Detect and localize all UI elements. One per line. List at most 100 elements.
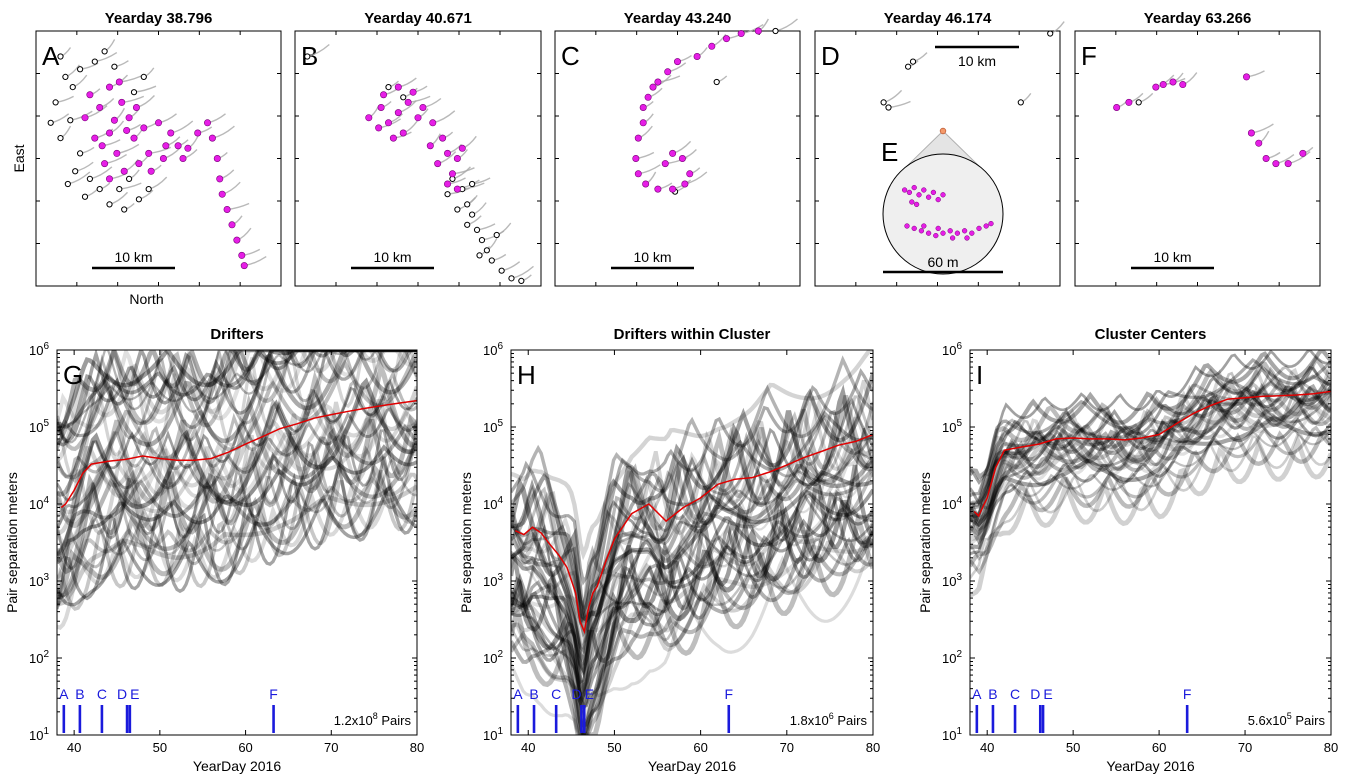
drifter-point-filled — [184, 144, 192, 152]
pair-separation-track — [970, 405, 1331, 546]
y-tick-label: 106 — [29, 341, 49, 358]
y-tick-label: 105 — [942, 418, 962, 435]
inset-drifter-point — [904, 223, 910, 229]
inset-drifter-point — [988, 220, 994, 227]
inset-drifter-point — [976, 225, 982, 232]
plot-frame — [969, 349, 1332, 736]
drifter-point-filled — [162, 142, 170, 150]
drifter-point-filled — [634, 134, 642, 142]
panel-letter: H — [517, 360, 536, 390]
drifter-point-filled — [240, 262, 248, 270]
y-tick-exponent: 1 — [956, 726, 962, 737]
drifter-point-filled — [639, 104, 647, 112]
drifter-point-filled — [399, 129, 407, 137]
pair-separation-track — [511, 448, 873, 667]
pair-separation-track — [970, 393, 1331, 542]
inset-drifter-point — [940, 230, 946, 236]
pair-separation-track — [57, 395, 417, 514]
median-separation-line — [514, 433, 873, 635]
pair-separation-track — [511, 470, 873, 676]
y-tick-label: 103 — [29, 572, 49, 589]
pair-separation-track — [511, 414, 873, 638]
pair-count-note: 1.8x106 Pairs — [790, 711, 868, 728]
pair-separation-track — [970, 407, 1331, 545]
drifter-point-filled — [174, 142, 182, 150]
pair-separation-track — [970, 430, 1331, 568]
map-panel-d: Yearday 46.174 D 10 km E 60 m — [814, 10, 1065, 287]
pair-separation-track — [970, 386, 1331, 528]
inset-drifter-point — [969, 230, 975, 236]
panel-frame — [35, 30, 282, 287]
drifter-point-filled — [213, 155, 221, 163]
yearday-marker-label: A — [59, 686, 69, 702]
y-tick-exponent: 3 — [956, 572, 962, 583]
y-tick-base: 10 — [29, 574, 43, 589]
y-tick-label: 104 — [942, 495, 962, 512]
y-tick-exponent: 1 — [497, 726, 503, 737]
drifter-point-open — [488, 257, 495, 264]
y-tick-label: 103 — [942, 572, 962, 589]
drifter-point-open — [130, 89, 138, 96]
y-tick-label: 101 — [483, 726, 503, 743]
drifter-point-filled — [661, 160, 669, 168]
y-tick-exponent: 1 — [43, 726, 49, 737]
drifter-point-filled — [681, 180, 689, 188]
x-tick-label: 70 — [324, 740, 338, 755]
density-heatmap — [970, 350, 1331, 598]
pair-separation-track — [511, 496, 873, 705]
plot-background — [57, 350, 417, 735]
inset-drifter-point — [983, 223, 989, 229]
map-panel-f: Yearday 63.266 F 10 km — [1074, 10, 1321, 287]
pair-separation-track — [970, 398, 1331, 532]
drifter-point-open — [77, 150, 84, 157]
pair-separation-track — [511, 471, 873, 710]
panel-title: Yearday 63.266 — [1144, 10, 1252, 27]
x-tick-label: 50 — [607, 740, 621, 755]
drifter-point-filled — [135, 160, 143, 168]
drifter-point-filled — [1179, 81, 1187, 89]
pair-separation-track — [57, 413, 417, 575]
drifter-point-filled — [448, 170, 456, 178]
pair-separation-track — [970, 363, 1331, 524]
pair-separation-track — [57, 409, 417, 529]
x-tick-label: 60 — [1152, 740, 1166, 755]
inset-drifter-point — [947, 228, 953, 234]
drifter-point-open — [69, 84, 76, 91]
drifter-point-filled — [1255, 139, 1263, 147]
pair-separation-track — [511, 368, 873, 586]
pair-separation-track — [970, 417, 1331, 556]
drifter-point-filled — [223, 206, 231, 214]
pair-separation-track — [57, 407, 417, 529]
drifter-point-open — [1047, 30, 1054, 37]
drifter-point-open — [91, 58, 98, 65]
drifter-point-filled — [458, 144, 466, 152]
inset-drifter-point — [933, 232, 939, 239]
y-tick-exponent: 2 — [956, 649, 962, 660]
pair-separation-track — [970, 433, 1331, 598]
drifter-point-filled — [140, 124, 148, 132]
pair-count-word: Pairs — [834, 713, 868, 728]
panel-title: Drifters — [210, 326, 263, 343]
drifter-point-filled — [439, 134, 447, 142]
drifter-point-filled — [434, 160, 442, 168]
panel-title: Yearday 46.174 — [884, 10, 992, 27]
drifter-point-open — [454, 206, 461, 213]
pair-separation-track — [57, 423, 417, 556]
inset-origin-point — [939, 127, 947, 135]
drifter-point-filled — [130, 134, 138, 142]
panel-letter: C — [561, 41, 580, 71]
yearday-marker-label: B — [75, 686, 84, 702]
map-panel-a: Yearday 38.796 A 10 km North East — [11, 10, 282, 307]
drifter-point-filled — [179, 155, 187, 163]
drifter-point-open — [101, 48, 108, 55]
drifter-point-open — [1135, 99, 1142, 106]
density-heatmap — [57, 350, 417, 631]
drifter-point-open — [473, 226, 481, 233]
inset-drifter-point — [935, 196, 941, 203]
y-tick-base: 10 — [942, 651, 956, 666]
separation-panel-i: A B C D E F40 50 60 70 80101102103104105106Cluste… — [917, 326, 1338, 774]
pair-separation-track — [970, 384, 1331, 534]
pair-separation-track — [57, 369, 417, 518]
plot-frame — [510, 349, 874, 736]
drifter-point-filled — [394, 109, 402, 117]
